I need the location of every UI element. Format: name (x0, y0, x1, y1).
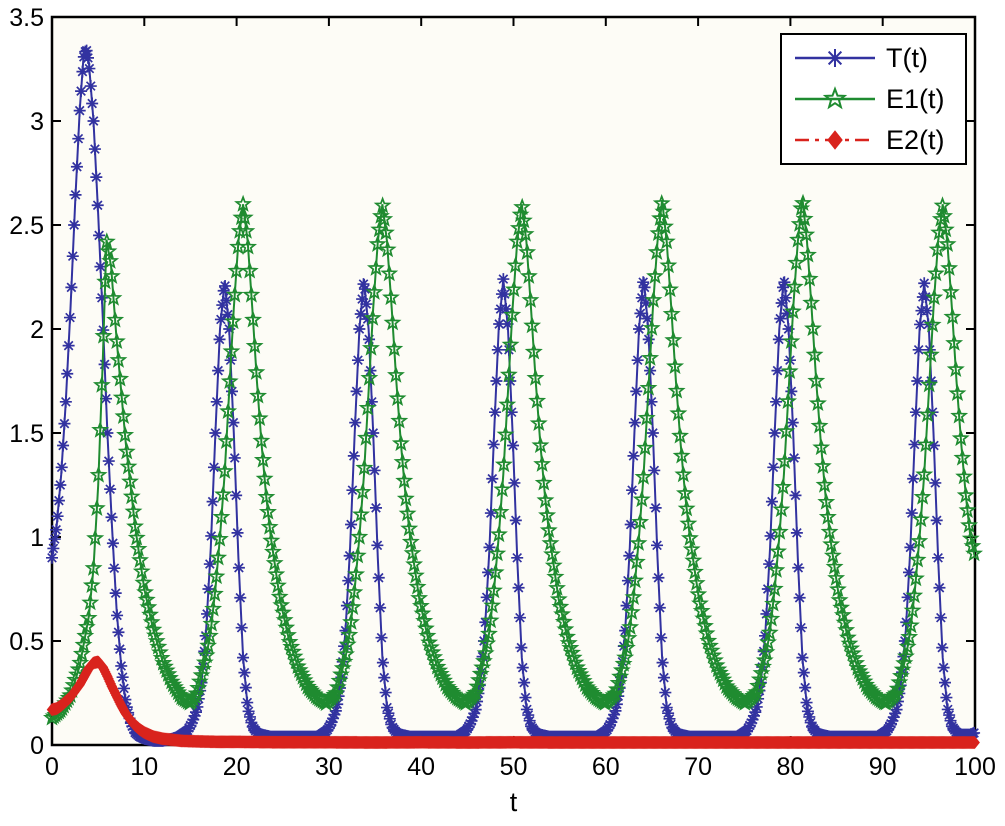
x-tick-label: 80 (776, 753, 804, 781)
y-tick-label: 1 (30, 524, 44, 552)
series-markers-E2(t) (46, 655, 980, 750)
y-tick-label: 0 (30, 732, 44, 760)
pentagram-marker-icon (795, 86, 875, 110)
legend-label-T: T(t) (886, 42, 928, 73)
diamond-marker-icon (795, 130, 875, 150)
legend-entry-E2: E2(t) (792, 120, 965, 160)
series-markers-E1(t) (42, 193, 984, 726)
legend-entry-E1: E1(t) (792, 79, 965, 119)
x-axis-label: t (510, 787, 518, 817)
asterisk-marker-icon (795, 49, 875, 67)
x-tick-label: 90 (869, 753, 897, 781)
x-tick-label: 100 (954, 753, 996, 781)
legend-entry-T: T(t) (792, 38, 965, 78)
x-tick-label: 50 (500, 753, 528, 781)
legend-label-E1: E1(t) (886, 83, 945, 114)
x-tick-label: 0 (45, 753, 59, 781)
x-tick-label: 70 (684, 753, 712, 781)
y-tick-label: 0.5 (9, 628, 44, 656)
legend-label-E2: E2(t) (886, 124, 945, 155)
x-tick-label: 20 (223, 753, 251, 781)
x-tick-label: 30 (315, 753, 343, 781)
legend: T(t) E1(t) E2(t) (780, 33, 967, 165)
x-tick-label: 40 (407, 753, 435, 781)
y-tick-label: 3.5 (9, 4, 44, 32)
x-tick-label: 60 (592, 753, 620, 781)
y-tick-label: 3 (30, 108, 44, 136)
x-tick-label: 10 (130, 753, 158, 781)
y-tick-label: 2 (30, 316, 44, 344)
y-tick-label: 1.5 (9, 420, 44, 448)
y-tick-label: 2.5 (9, 212, 44, 240)
